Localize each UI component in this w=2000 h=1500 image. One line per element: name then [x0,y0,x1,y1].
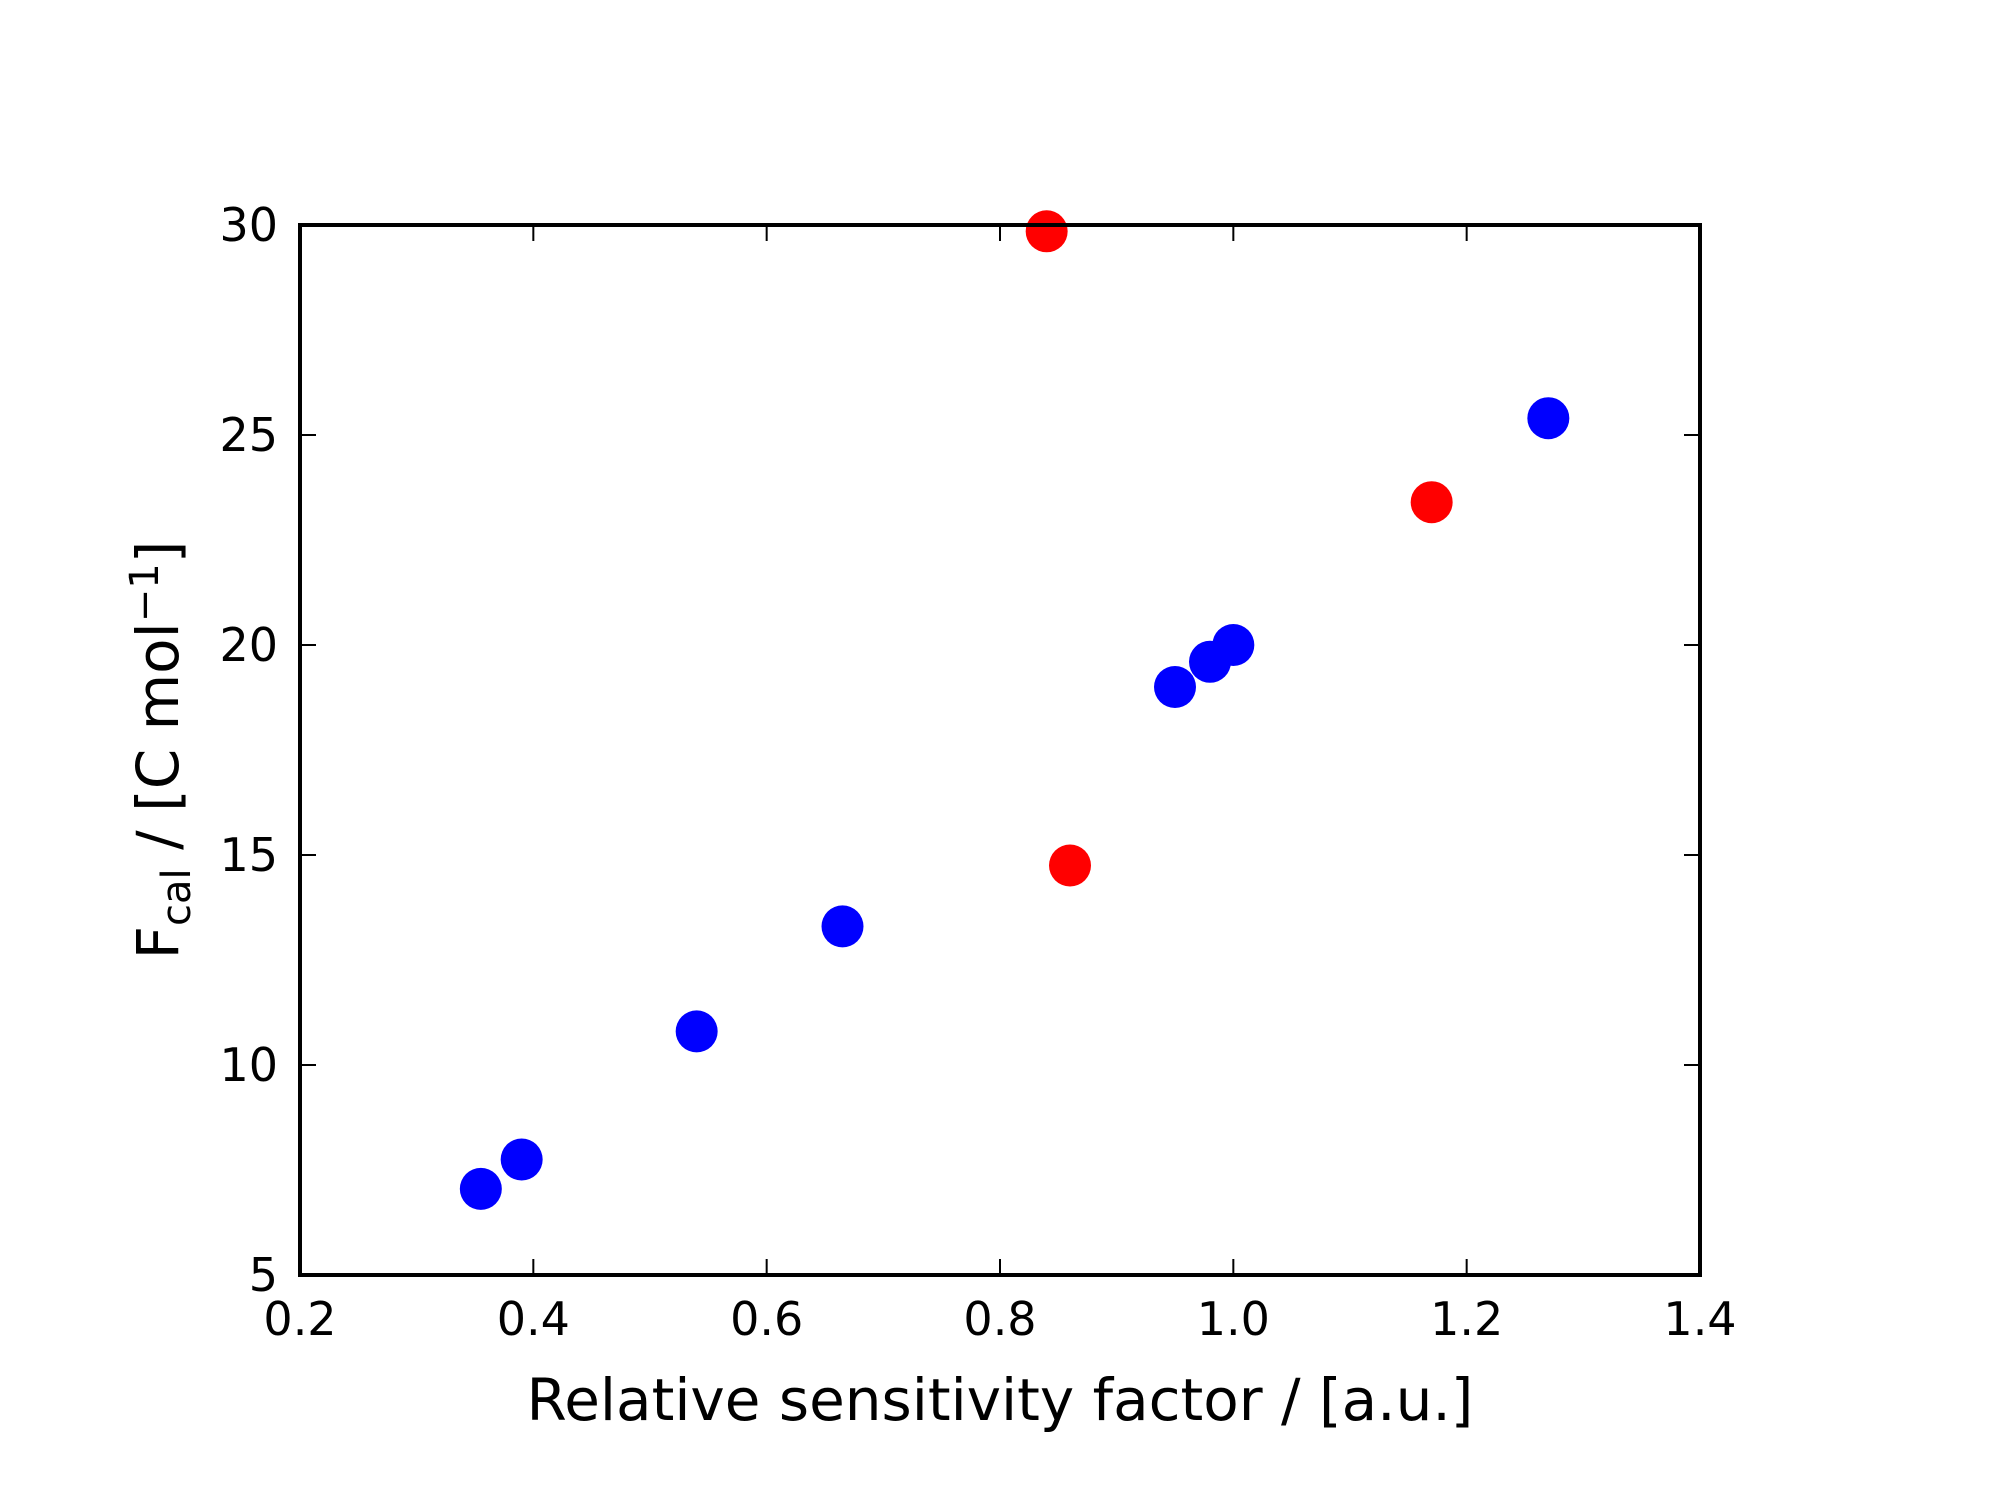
x-tick-label: 1.0 [1197,1292,1270,1346]
y-axis-title-superscript: −1 [122,563,168,622]
points-layer [459,210,1570,1210]
y-tick-label: 10 [219,1038,278,1092]
y-axis-title-main: F [124,926,192,959]
y-tick-label: 25 [219,408,278,462]
blue-data-point [1212,624,1255,666]
x-axis-title: Relative sensitivity factor / [a.u.] [527,1366,1474,1434]
blue-data-point [675,1010,718,1053]
x-tick-label: 1.4 [1663,1292,1736,1346]
y-tick-label: 30 [219,198,278,252]
blue-data-point [500,1138,543,1181]
blue-data-point [1154,666,1196,708]
y-tick-label: 20 [219,618,278,672]
y-axis-title: Fcal / [C mol−1] [122,541,200,960]
y-tick-label: 15 [219,828,278,882]
y-axis-title-rest: / [C mol [124,622,192,868]
red-data-point [1049,844,1091,887]
x-tick-label: 0.4 [497,1292,570,1346]
x-tick-label: 1.2 [1430,1292,1503,1346]
red-data-point [1025,210,1068,253]
ticks-layer [299,224,1701,1276]
tick-labels-layer: 0.2 0.4 0.6 0.8 1.0 1.2 1.4 5 10 15 20 25 30 [219,198,1736,1346]
red-data-point [1410,481,1453,524]
blue-data-point [821,905,864,948]
x-tick-label: 0.8 [963,1292,1036,1346]
x-tick-label: 0.6 [730,1292,803,1346]
y-axis-title-close: ] [124,541,192,564]
y-tick-label: 5 [249,1248,278,1302]
blue-data-point [459,1167,502,1210]
blue-data-point [1527,397,1570,440]
x-tick-label: 0.2 [263,1292,336,1346]
y-axis-title-subscript: cal [154,868,200,926]
plot-frame [298,223,1702,1277]
